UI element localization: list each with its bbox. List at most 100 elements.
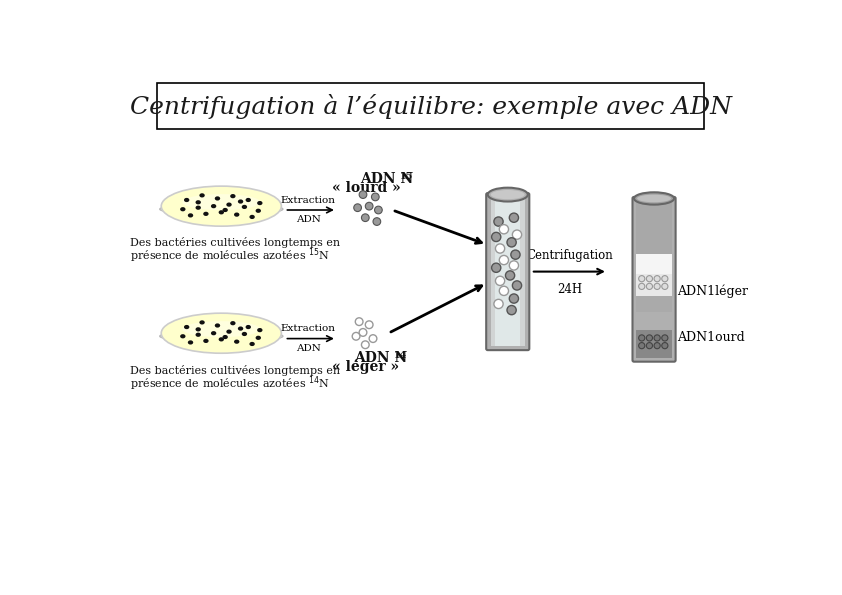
Ellipse shape: [203, 212, 209, 216]
Ellipse shape: [513, 281, 521, 290]
Ellipse shape: [238, 327, 243, 331]
Ellipse shape: [180, 207, 185, 211]
Ellipse shape: [230, 194, 236, 198]
Ellipse shape: [256, 209, 261, 213]
Ellipse shape: [369, 335, 377, 343]
Ellipse shape: [200, 193, 205, 198]
Ellipse shape: [160, 203, 283, 215]
Ellipse shape: [160, 331, 283, 342]
Ellipse shape: [505, 271, 514, 280]
Text: ADN1ourd: ADN1ourd: [677, 331, 745, 343]
Ellipse shape: [662, 275, 668, 282]
Ellipse shape: [654, 335, 660, 341]
Ellipse shape: [222, 208, 228, 212]
Ellipse shape: [638, 335, 645, 341]
Ellipse shape: [647, 283, 653, 289]
Ellipse shape: [647, 343, 653, 349]
Ellipse shape: [226, 330, 232, 334]
Ellipse shape: [215, 323, 220, 328]
Ellipse shape: [188, 213, 193, 218]
Ellipse shape: [491, 190, 525, 199]
Ellipse shape: [513, 230, 521, 239]
Ellipse shape: [162, 313, 281, 353]
Ellipse shape: [507, 305, 516, 315]
Ellipse shape: [234, 212, 239, 217]
Ellipse shape: [647, 275, 653, 282]
Text: « lourd »: « lourd »: [332, 181, 401, 195]
Ellipse shape: [494, 217, 504, 226]
Text: 24H: 24H: [557, 283, 582, 296]
Ellipse shape: [492, 263, 501, 273]
Bar: [491, 198, 495, 346]
Ellipse shape: [365, 202, 373, 210]
Ellipse shape: [634, 192, 674, 205]
Ellipse shape: [180, 334, 185, 339]
Ellipse shape: [361, 341, 369, 349]
Text: Extraction: Extraction: [281, 196, 336, 205]
Ellipse shape: [219, 337, 224, 342]
Bar: [637, 330, 672, 358]
Ellipse shape: [234, 340, 239, 344]
Ellipse shape: [226, 202, 232, 206]
Ellipse shape: [494, 299, 504, 309]
Ellipse shape: [375, 206, 382, 214]
Ellipse shape: [654, 283, 660, 289]
Ellipse shape: [507, 238, 516, 247]
Ellipse shape: [495, 244, 504, 253]
Text: Centrifugation: Centrifugation: [526, 249, 613, 262]
Ellipse shape: [638, 283, 645, 289]
FancyBboxPatch shape: [632, 197, 675, 362]
Ellipse shape: [355, 318, 363, 325]
Ellipse shape: [246, 325, 251, 329]
Ellipse shape: [511, 250, 520, 259]
Ellipse shape: [637, 195, 671, 202]
Ellipse shape: [354, 204, 361, 212]
Ellipse shape: [654, 343, 660, 349]
Ellipse shape: [352, 333, 360, 340]
Ellipse shape: [182, 194, 260, 210]
Ellipse shape: [499, 286, 509, 296]
Text: ADN N: ADN N: [360, 172, 413, 186]
Ellipse shape: [509, 213, 519, 223]
Ellipse shape: [195, 200, 201, 205]
Ellipse shape: [195, 327, 201, 331]
Ellipse shape: [360, 328, 367, 336]
Ellipse shape: [509, 261, 519, 270]
Text: Extraction: Extraction: [281, 324, 336, 333]
Ellipse shape: [492, 232, 501, 242]
Bar: [637, 296, 672, 312]
Ellipse shape: [219, 210, 224, 214]
Ellipse shape: [184, 198, 189, 202]
Ellipse shape: [162, 186, 281, 226]
Ellipse shape: [257, 328, 263, 332]
Ellipse shape: [249, 342, 255, 346]
Ellipse shape: [654, 275, 660, 282]
Ellipse shape: [242, 332, 247, 336]
Text: 15: 15: [400, 172, 413, 181]
Ellipse shape: [662, 343, 668, 349]
Ellipse shape: [195, 205, 201, 210]
Ellipse shape: [242, 205, 247, 209]
Ellipse shape: [371, 193, 379, 201]
Ellipse shape: [360, 191, 367, 199]
Ellipse shape: [365, 321, 373, 328]
Ellipse shape: [222, 335, 228, 339]
Text: 14: 14: [394, 351, 408, 360]
FancyBboxPatch shape: [486, 193, 530, 350]
Ellipse shape: [662, 335, 668, 341]
Ellipse shape: [361, 214, 369, 221]
Text: « léger »: « léger »: [332, 359, 399, 374]
Ellipse shape: [257, 201, 263, 205]
Ellipse shape: [249, 215, 255, 219]
Text: Centrifugation à l’équilibre: exemple avec ADN: Centrifugation à l’équilibre: exemple av…: [130, 93, 732, 118]
Text: ADN N: ADN N: [354, 350, 407, 365]
Ellipse shape: [200, 320, 205, 324]
Ellipse shape: [499, 255, 509, 265]
Ellipse shape: [373, 218, 381, 226]
Text: ADN: ADN: [296, 344, 321, 353]
Text: Des bactéries cultivées longtemps en: Des bactéries cultivées longtemps en: [131, 365, 340, 376]
FancyBboxPatch shape: [157, 83, 704, 129]
Ellipse shape: [230, 321, 236, 325]
Bar: [637, 254, 672, 274]
Ellipse shape: [210, 331, 216, 336]
